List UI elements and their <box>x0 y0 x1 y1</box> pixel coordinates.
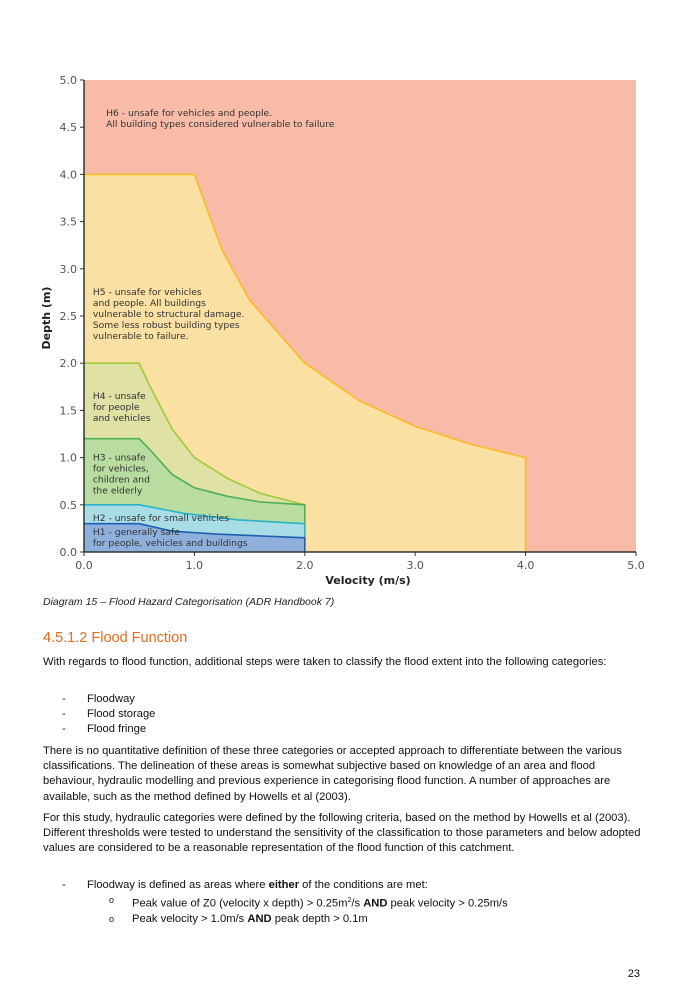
zone-label-line: children and <box>93 474 150 485</box>
hazard-zones <box>84 80 636 552</box>
condition-list: o Peak value of Z0 (velocity x depth) > 0… <box>87 893 642 927</box>
zone-label-line: for vehicles, <box>93 463 149 474</box>
condition-text: peak velocity > 0.25m/s <box>387 897 508 910</box>
bullet-dash: - <box>62 693 66 705</box>
bullet-dash: - <box>62 723 66 736</box>
zone-h5-label: H5 - unsafe for vehicles and people. All … <box>93 287 245 342</box>
x-tick-label: 5.0 <box>627 559 645 572</box>
zone-label-line: H2 - unsafe for small vehicles <box>93 513 229 524</box>
condition-and: AND <box>363 897 388 910</box>
list-item: - Floodway <box>62 692 642 707</box>
condition-and: AND <box>247 913 272 926</box>
zone-label-line: Some less robust building types <box>93 320 240 331</box>
floodway-post: of the conditions are met: <box>299 879 428 891</box>
category-flood-storage: Flood storage <box>87 708 156 721</box>
figure-caption: Diagram 15 – Flood Hazard Categorisation… <box>43 596 335 608</box>
zone-label-line: vulnerable to structural damage. <box>93 309 245 320</box>
zone-label-line: and people. All buildings <box>93 298 206 309</box>
y-tick-label: 0.5 <box>60 499 78 512</box>
zone-h4-boundary <box>84 362 305 506</box>
condition-item: o Peak velocity > 1.0m/s AND peak depth >… <box>87 912 642 927</box>
zone-label-line: H1 - generally safe <box>93 527 180 538</box>
zone-label-line: H5 - unsafe for vehicles <box>93 287 202 298</box>
x-axis-title: Velocity (m/s) <box>325 574 410 587</box>
intro-paragraph: With regards to flood function, addition… <box>43 656 607 668</box>
zone-label-line: H6 - unsafe for vehicles and people. <box>106 108 272 119</box>
zone-label-line: and vehicles <box>93 413 151 424</box>
y-tick-label: 4.5 <box>60 121 78 134</box>
criteria-paragraph: For this study, hydraulic categories wer… <box>43 812 641 855</box>
list-item: - Flood storage <box>62 707 642 722</box>
category-list: - Floodway - Flood storage - Flood fringe <box>62 692 642 738</box>
x-tick-label: 4.0 <box>517 559 535 572</box>
y-tick-label: 0.0 <box>60 546 78 559</box>
zone-h1-area <box>84 523 305 552</box>
zone-label-line: vulnerable to failure. <box>93 331 189 342</box>
page-number: 23 <box>627 968 640 980</box>
condition-text: Peak velocity > 1.0m/s <box>132 913 248 926</box>
zone-label-line: H3 - unsafe <box>93 452 146 463</box>
y-tick-label: 3.0 <box>60 263 78 276</box>
zone-h5-boundary <box>84 173 527 552</box>
zone-label-line: for people <box>93 402 140 413</box>
sub-bullet: o <box>109 914 115 925</box>
zone-h4-label: H4 - unsafe for people and vehicles <box>93 391 151 424</box>
y-tick-label: 1.5 <box>60 404 78 417</box>
list-item: - Flood fringe <box>62 722 642 737</box>
zone-h2-boundary <box>84 504 306 538</box>
x-tick-label: 2.0 <box>296 559 314 572</box>
y-tick-label: 2.0 <box>60 357 78 370</box>
floodway-pre: Floodway is defined as areas where <box>87 879 269 891</box>
condition-text: /s <box>351 897 364 910</box>
zone-label-line: for people, vehicles and buildings <box>93 538 248 549</box>
definition-paragraph: There is no quantitative definition of t… <box>43 745 622 803</box>
zone-h1-label: H1 - generally safe for people, vehicles … <box>93 527 248 549</box>
sub-bullet: o <box>109 895 115 906</box>
floodway-either: either <box>268 879 300 891</box>
x-tick-label: 1.0 <box>186 559 204 572</box>
y-tick-label: 4.0 <box>60 168 78 181</box>
y-axis-title: Depth (m) <box>40 287 53 350</box>
zone-labels: H1 - generally safe for people, vehicles … <box>93 108 335 549</box>
zone-h3-boundary <box>84 437 306 524</box>
flood-hazard-chart: H1 - generally safe for people, vehicles … <box>40 74 645 587</box>
bullet-dash: - <box>62 708 66 721</box>
x-tick-label: 3.0 <box>406 559 424 572</box>
zone-h6-label: H6 - unsafe for vehicles and people. All … <box>106 108 335 130</box>
condition-sup: 2 <box>347 897 352 905</box>
y-tick-label: 2.5 <box>60 310 78 323</box>
category-floodway: Floodway <box>87 693 135 705</box>
category-flood-fringe: Flood fringe <box>87 723 147 736</box>
condition-text: Peak value of Z0 (velocity x depth) > 0.… <box>132 897 348 910</box>
x-tick-label: 0.0 <box>75 559 93 572</box>
y-tick-label: 5.0 <box>60 74 78 87</box>
y-tick-label: 1.0 <box>60 452 78 465</box>
zone-h1-boundary <box>84 522 306 552</box>
section-heading: 4.5.1.2 Flood Function <box>43 630 188 646</box>
condition-text: peak depth > 0.1m <box>271 913 368 926</box>
zone-h3-label: H3 - unsafe for vehicles, children and the … <box>93 452 150 496</box>
y-tick-label: 3.5 <box>60 216 78 229</box>
zone-label-line: All building types considered vulnerable… <box>106 119 335 130</box>
chart-axes: 0.0 0.5 1.0 1.5 2.0 2.5 3.0 3.5 4.0 4.5 5.0 0.0 1.0 2… <box>40 74 645 587</box>
bullet-dash: - <box>62 879 66 891</box>
zone-h2-label: H2 - unsafe for small vehicles <box>93 513 229 524</box>
list-item: - Floodway is defined as areas where eit… <box>62 878 642 927</box>
zone-label-line: the elderly <box>93 485 143 496</box>
floodway-list: - Floodway is defined as areas where eit… <box>62 878 642 927</box>
condition-item: o Peak value of Z0 (velocity x depth) > 0… <box>87 893 642 912</box>
zone-label-line: H4 - unsafe <box>93 391 146 402</box>
